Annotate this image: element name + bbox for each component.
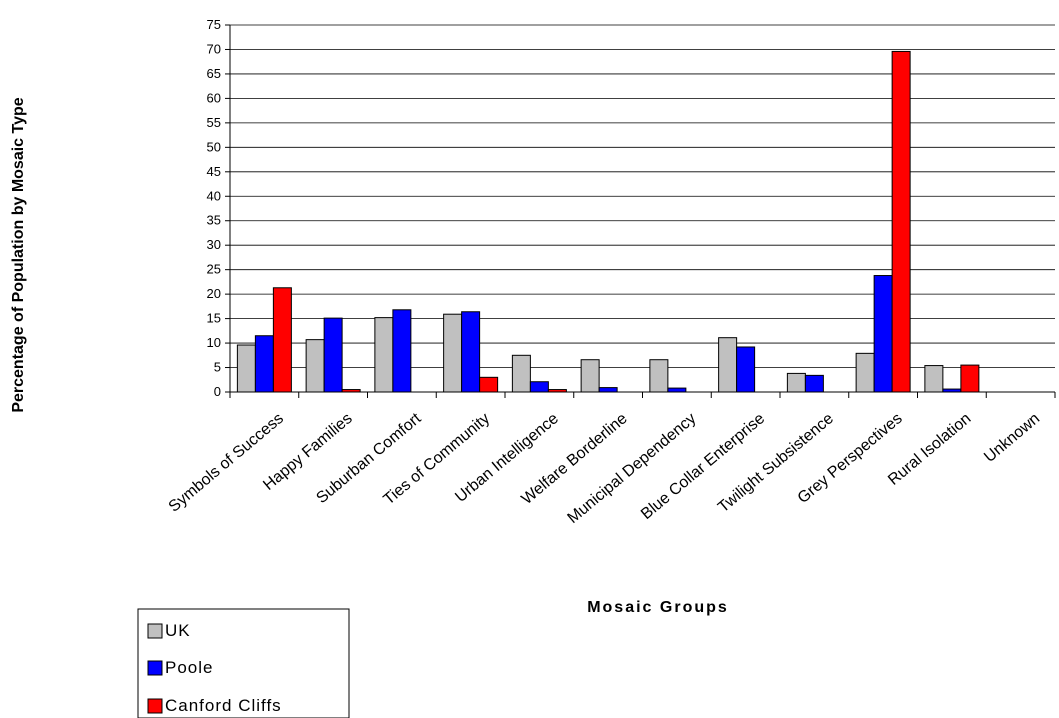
- bar-canford-cliffs-grey-perspectives: [891, 50, 911, 393]
- bar-poole-twilight-subsistence: [804, 374, 824, 393]
- x-axis-title: Mosaic Groups: [587, 599, 729, 616]
- gridlines: [230, 24, 1055, 368]
- bar-poole-urban-intelligence: [529, 381, 549, 393]
- x-tick-label-municipal-dependency: Municipal Dependency: [565, 410, 700, 527]
- y-tick-label-75: 75: [207, 17, 221, 32]
- x-tick-label-blue-collar-enterprise: Blue Collar Enterprise: [638, 410, 768, 523]
- bar-uk-grey-perspectives: [855, 352, 875, 393]
- y-tick-label-15: 15: [207, 311, 221, 326]
- bar-poole-happy-families: [323, 317, 343, 393]
- bar-uk-suburban-comfort: [374, 317, 394, 393]
- bars: [236, 50, 980, 393]
- bar-poole-welfare-borderline: [598, 387, 618, 393]
- y-axis-title: Percentage of Population by Mosaic Type: [10, 97, 27, 412]
- legend-swatch-poole: [147, 660, 163, 676]
- bar-poole-suburban-comfort: [392, 309, 412, 393]
- bar-poole-grey-perspectives: [873, 275, 893, 393]
- bar-poole-symbols-of-success: [254, 335, 274, 393]
- bar-canford-cliffs-rural-isolation: [960, 364, 980, 393]
- legend-swatch-uk: [147, 623, 163, 639]
- axes: [225, 24, 1056, 398]
- y-tick-label-25: 25: [207, 262, 221, 277]
- y-tick-label-30: 30: [207, 237, 221, 252]
- bar-uk-symbols-of-success: [236, 344, 256, 393]
- y-tick-label-55: 55: [207, 115, 221, 130]
- bar-uk-rural-isolation: [924, 365, 944, 393]
- y-tick-label-45: 45: [207, 164, 221, 179]
- legend-box: [137, 608, 350, 718]
- y-tick-label-70: 70: [207, 41, 221, 56]
- y-tick-label-35: 35: [207, 213, 221, 228]
- y-tick-label-0: 0: [214, 384, 221, 399]
- y-tick-label-10: 10: [207, 335, 221, 350]
- legend-label-poole: Poole: [165, 658, 213, 677]
- bar-uk-blue-collar-enterprise: [718, 337, 738, 393]
- y-tick-label-50: 50: [207, 139, 221, 154]
- bar-canford-cliffs-ties-of-community: [479, 376, 499, 393]
- legend-swatch-canford-cliffs: [147, 698, 163, 714]
- y-tick-label-40: 40: [207, 188, 221, 203]
- x-tick-label-twilight-subsistence: Twilight Subsistence: [715, 410, 837, 516]
- y-tick-label-5: 5: [214, 360, 221, 375]
- bar-uk-welfare-borderline: [580, 359, 600, 393]
- legend-label-uk: UK: [165, 621, 191, 640]
- bar-canford-cliffs-symbols-of-success: [272, 287, 292, 393]
- bar-uk-urban-intelligence: [511, 354, 531, 393]
- bar-uk-municipal-dependency: [649, 359, 669, 393]
- x-tick-label-symbols-of-success: Symbols of Success: [166, 410, 287, 516]
- x-tick-label-unknown: Unknown: [981, 410, 1043, 466]
- bar-poole-blue-collar-enterprise: [736, 346, 756, 393]
- y-tick-labels: 0 5 10 15 20 25 30 35 40 45 50 55 60 65 70 75: [207, 17, 221, 399]
- legend: UK Poole Canford Cliffs: [137, 608, 350, 718]
- bar-poole-ties-of-community: [461, 311, 481, 393]
- bar-uk-happy-families: [305, 339, 325, 393]
- y-tick-label-65: 65: [207, 66, 221, 81]
- bar-uk-ties-of-community: [443, 313, 463, 393]
- legend-label-canford-cliffs: Canford Cliffs: [165, 696, 282, 715]
- bar-uk-twilight-subsistence: [786, 372, 806, 393]
- y-tick-label-20: 20: [207, 286, 221, 301]
- y-tick-label-60: 60: [207, 90, 221, 105]
- bar-poole-municipal-dependency: [667, 387, 687, 393]
